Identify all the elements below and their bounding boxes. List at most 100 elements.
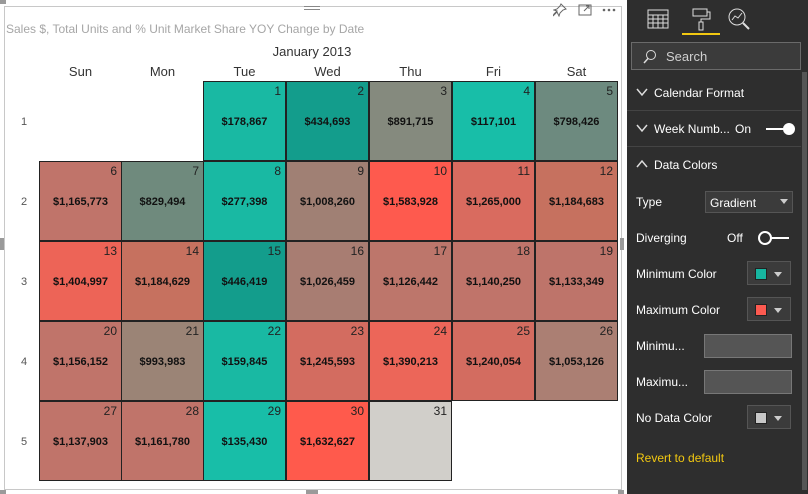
calendar-day-cell[interactable]: 18 $1,140,250 [452,241,535,321]
minimum-color-picker[interactable] [747,261,791,285]
day-sales-value: $798,426 [553,116,600,128]
day-number: 17 [433,244,447,258]
calendar-day-cell[interactable]: 10 $1,583,928 [369,161,452,241]
calendar-day-cell[interactable]: 22 $159,845 [203,321,286,401]
weekday-thu: Thu [399,64,422,79]
day-number: 24 [433,324,447,338]
day-sales-value: $1,161,780 [134,436,191,448]
calendar-day-cell[interactable]: 20 $1,156,152 [39,321,122,401]
minimum-value-input[interactable] [704,334,792,358]
week-numbers-state: On [735,122,752,136]
week-numbers-section[interactable]: Week Numb... On [627,112,801,147]
calendar-day-cell[interactable]: 13 $1,404,997 [39,241,122,321]
diverging-toggle[interactable] [757,230,791,246]
resize-handle-top-left[interactable] [0,0,6,4]
calendar-day-cell[interactable]: 25 $1,240,054 [452,321,535,401]
calendar-day-cell[interactable]: 23 $1,245,593 [286,321,369,401]
day-number: 14 [185,244,199,258]
calendar-day-cell[interactable]: 26 $1,053,126 [535,321,618,401]
weekday-mon: Mon [149,64,176,79]
resize-handle-left[interactable] [0,238,4,250]
resize-handle-bottom-right[interactable] [618,490,624,494]
calendar-day-cell[interactable]: 5 $798,426 [535,81,618,161]
calendar-visual[interactable]: Sales $, Total Units and % Unit Market S… [0,0,624,494]
day-sales-value: $1,632,627 [299,436,356,448]
calendar-day-cell[interactable]: 24 $1,390,213 [369,321,452,401]
day-number: 27 [103,404,117,418]
day-number: 2 [357,84,364,98]
calendar-day-cell[interactable]: 4 $117,101 [452,81,535,161]
calendar-day-cell[interactable]: 19 $1,133,349 [535,241,618,321]
weekday-tue: Tue [233,64,256,79]
calendar-format-section[interactable]: Calendar Format [627,76,801,111]
calendar-day-cell[interactable]: 16 $1,026,459 [286,241,369,321]
day-number: 9 [357,164,364,178]
resize-handle-bottom[interactable] [306,490,318,494]
day-number: 23 [350,324,364,338]
day-number: 16 [350,244,364,258]
day-sales-value: $159,845 [221,356,268,368]
calendar-day-cell[interactable]: 3 $891,715 [369,81,452,161]
day-number: 19 [599,244,613,258]
calendar-day-cell[interactable]: 28 $1,161,780 [121,401,204,481]
revert-to-default-link[interactable]: Revert to default [636,451,725,465]
calendar-day-cell[interactable]: 21 $993,983 [121,321,204,401]
pin-icon[interactable] [551,3,569,19]
dropdown-arrow-icon [774,416,782,421]
visual-frame-bottom [4,489,622,490]
resize-handle-bottom-left[interactable] [0,490,6,494]
day-sales-value: $1,245,593 [299,356,356,368]
day-number: 28 [185,404,199,418]
day-number: 29 [267,404,281,418]
data-colors-section[interactable]: Data Colors [627,148,801,182]
day-sales-value: $434,693 [304,116,351,128]
day-number: 21 [185,324,199,338]
search-placeholder: Search [666,49,708,64]
search-input[interactable]: Search [631,42,801,70]
calendar-day-cell[interactable]: 9 $1,008,260 [286,161,369,241]
maximum-color-picker[interactable] [747,297,791,321]
calendar-day-cell[interactable]: 30 $1,632,627 [286,401,369,481]
fields-icon[interactable] [645,6,671,32]
calendar-day-cell[interactable]: 14 $1,184,629 [121,241,204,321]
calendar-day-cell[interactable]: 31 [369,401,452,481]
calendar-day-cell[interactable]: 12 $1,184,683 [535,161,618,241]
format-paint-roller-icon[interactable] [688,6,714,32]
type-dropdown[interactable]: Gradient [705,191,793,213]
calendar-day-cell[interactable]: 15 $446,419 [203,241,286,321]
active-tab-indicator [682,33,720,35]
week-numbers-label: Week Numb... [654,122,730,136]
day-sales-value: $1,184,683 [548,196,605,208]
panel-scrollbar[interactable] [802,72,807,490]
more-options-icon[interactable] [600,3,618,19]
drag-grip-icon[interactable] [304,6,320,12]
maximum-value-input[interactable] [704,370,792,394]
calendar-day-cell[interactable]: 8 $277,398 [203,161,286,241]
calendar-day-cell[interactable]: 17 $1,126,442 [369,241,452,321]
day-sales-value: $1,165,773 [52,196,109,208]
calendar-day-cell[interactable]: 1 $178,867 [203,81,286,161]
calendar-day-cell[interactable]: 6 $1,165,773 [39,161,122,241]
day-sales-value: $446,419 [221,276,268,288]
resize-handle-right[interactable] [620,238,624,250]
calendar-day-cell[interactable]: 7 $829,494 [121,161,204,241]
calendar-day-cell[interactable]: 27 $1,137,903 [39,401,122,481]
day-number: 11 [517,164,530,178]
day-sales-value: $178,867 [221,116,268,128]
analytics-icon[interactable] [726,6,752,32]
calendar-day-cell[interactable]: 29 $135,430 [203,401,286,481]
type-label: Type [636,195,663,209]
diverging-state: Off [727,231,743,245]
calendar-day-cell[interactable]: 11 $1,265,000 [452,161,535,241]
focus-mode-icon[interactable] [576,3,594,19]
day-sales-value: $993,983 [139,356,186,368]
day-sales-value: $1,265,000 [465,196,522,208]
week-numbers-toggle[interactable] [765,122,797,136]
day-sales-value: $891,715 [387,116,434,128]
format-pane: Search Calendar Format Week Numb... On D… [627,0,808,494]
no-data-color-picker[interactable] [747,405,791,429]
day-number: 22 [267,324,281,338]
no-data-color-swatch [755,412,767,424]
calendar-day-cell[interactable]: 2 $434,693 [286,81,369,161]
minimum-value-label: Minimu... [636,339,685,353]
